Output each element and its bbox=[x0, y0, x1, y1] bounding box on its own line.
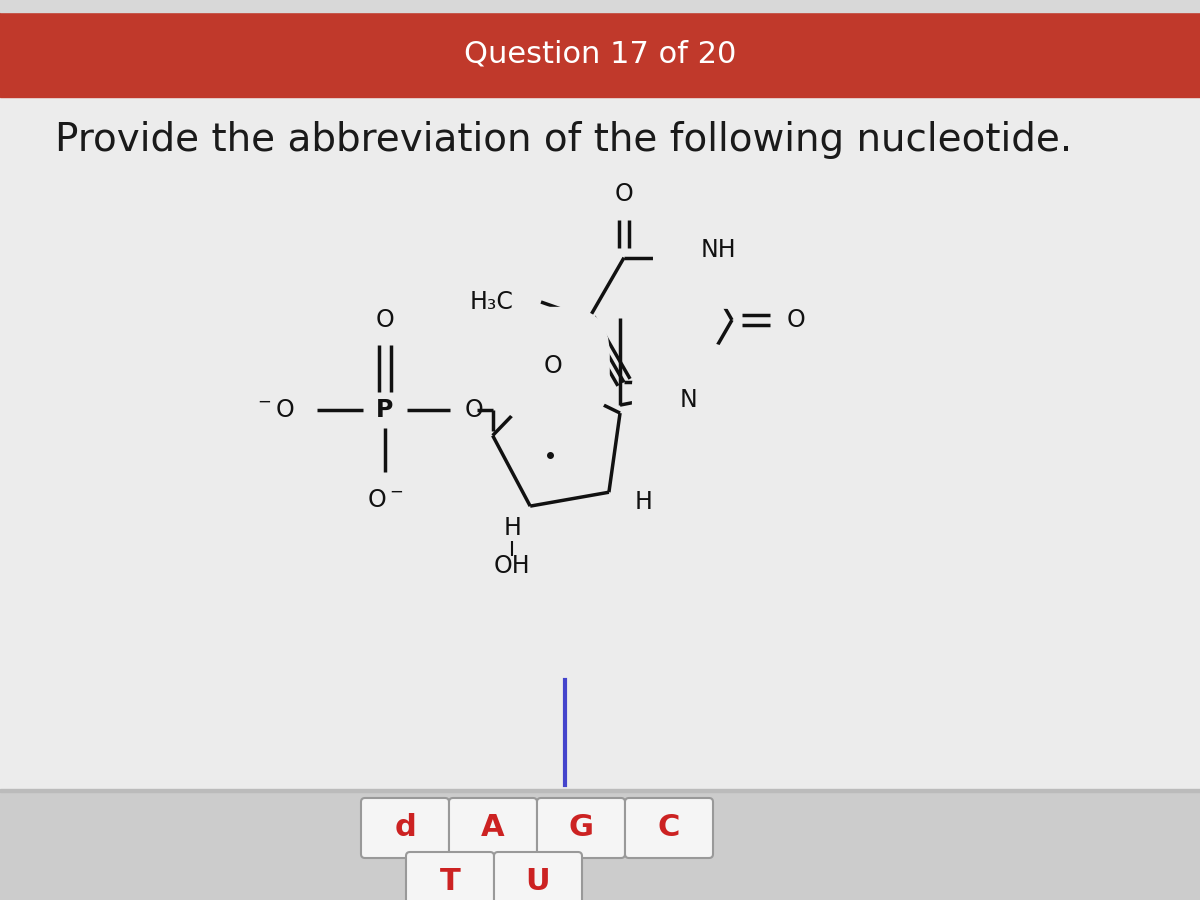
Bar bbox=[0, 789, 1200, 792]
FancyBboxPatch shape bbox=[494, 852, 582, 900]
Text: Provide the abbreviation of the following nucleotide.: Provide the abbreviation of the followin… bbox=[55, 121, 1073, 159]
FancyBboxPatch shape bbox=[538, 798, 625, 858]
FancyBboxPatch shape bbox=[625, 798, 713, 858]
Text: G: G bbox=[569, 814, 594, 842]
Bar bbox=[0, 0, 1200, 12]
Text: O: O bbox=[376, 308, 395, 332]
Text: A: A bbox=[481, 814, 505, 842]
FancyBboxPatch shape bbox=[406, 852, 494, 900]
FancyBboxPatch shape bbox=[361, 798, 449, 858]
Text: O: O bbox=[466, 398, 484, 422]
Text: O: O bbox=[787, 308, 805, 332]
Text: P: P bbox=[377, 398, 394, 422]
Text: NH: NH bbox=[700, 238, 736, 262]
Text: H: H bbox=[635, 491, 653, 514]
Text: O: O bbox=[544, 354, 563, 378]
Text: Question 17 of 20: Question 17 of 20 bbox=[464, 40, 736, 69]
Text: OH: OH bbox=[494, 554, 530, 578]
Text: H: H bbox=[503, 516, 521, 540]
Text: T: T bbox=[439, 868, 461, 896]
Text: C: C bbox=[658, 814, 680, 842]
Text: $^-$O: $^-$O bbox=[254, 398, 295, 422]
Text: U: U bbox=[526, 868, 551, 896]
FancyBboxPatch shape bbox=[449, 798, 538, 858]
Text: O: O bbox=[614, 182, 634, 205]
Bar bbox=[0, 790, 1200, 900]
Bar bbox=[0, 97, 1200, 790]
Text: d: d bbox=[394, 814, 416, 842]
Text: H₃C: H₃C bbox=[469, 290, 514, 314]
Bar bbox=[0, 12, 1200, 97]
Text: N: N bbox=[679, 389, 697, 412]
Text: O$^-$: O$^-$ bbox=[367, 488, 403, 512]
